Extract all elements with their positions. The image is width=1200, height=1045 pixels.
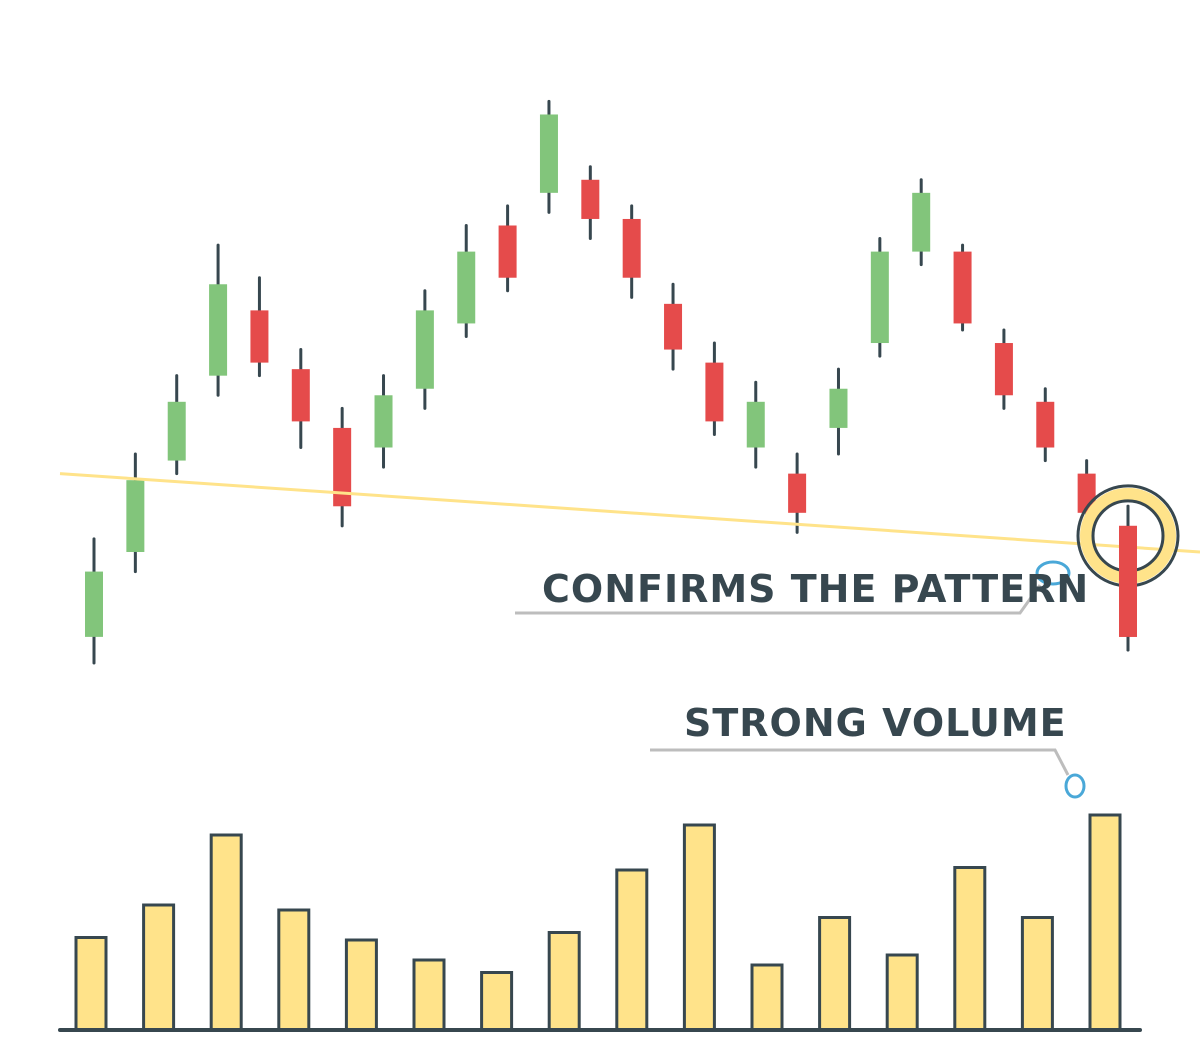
volume-bar xyxy=(615,868,649,1032)
candle-body xyxy=(705,362,724,422)
volume-bar xyxy=(682,823,716,1032)
volume-marker-dot xyxy=(1064,773,1086,799)
candle-body xyxy=(539,114,558,193)
candle-down xyxy=(498,204,517,293)
candle-body xyxy=(209,284,228,376)
candle-body xyxy=(870,251,889,344)
volume-bar xyxy=(277,908,311,1032)
candle-down xyxy=(622,204,641,299)
candle-up xyxy=(209,243,228,397)
candle-body xyxy=(953,251,972,324)
candle-body xyxy=(167,401,186,461)
volume-bar xyxy=(547,931,581,1032)
candle-down xyxy=(1036,387,1055,463)
candle-down xyxy=(333,406,352,528)
volume-bar xyxy=(953,866,987,1032)
candlestick-series xyxy=(85,99,1137,665)
volume-bars xyxy=(74,813,1122,1032)
volume-bar xyxy=(412,958,446,1032)
candle-up xyxy=(167,374,186,476)
volume-bar xyxy=(74,936,108,1032)
volume-bar xyxy=(750,963,784,1032)
candle-down xyxy=(291,348,310,450)
volume-bar xyxy=(142,903,176,1032)
volume-bar xyxy=(344,938,378,1032)
candle-up xyxy=(457,223,476,338)
candle-body xyxy=(994,343,1013,396)
confirms-leader-line xyxy=(515,584,1042,615)
candle-body xyxy=(333,427,352,507)
candle-body xyxy=(912,192,931,252)
candle-down xyxy=(994,328,1013,410)
candle-body xyxy=(85,571,103,637)
volume-bar xyxy=(1088,813,1122,1032)
candle-body xyxy=(664,303,683,350)
candle-down xyxy=(705,341,724,436)
candle-body xyxy=(829,388,848,428)
volume-leader-line xyxy=(650,748,1070,776)
candle-up xyxy=(912,178,931,267)
candle-down xyxy=(1119,504,1137,652)
candle-body xyxy=(746,401,765,448)
candle-up xyxy=(85,537,103,665)
candle-down xyxy=(581,165,600,241)
volume-bar xyxy=(480,971,514,1032)
candle-down xyxy=(250,276,269,378)
candle-body xyxy=(415,310,434,389)
candle-down xyxy=(788,452,807,534)
candle-up xyxy=(539,99,558,214)
candle-up xyxy=(374,374,393,469)
candle-body xyxy=(126,480,145,552)
volume-bar xyxy=(818,916,852,1032)
breakout-highlight xyxy=(1076,484,1180,652)
neckline xyxy=(59,472,1200,554)
candle-up xyxy=(746,380,765,469)
volume-bar xyxy=(209,833,243,1032)
annotation-confirms: CONFIRMS THE PATTERN xyxy=(515,560,1089,615)
candle-body xyxy=(374,395,393,448)
confirms-label: CONFIRMS THE PATTERN xyxy=(542,567,1089,611)
candle-body xyxy=(1119,525,1137,637)
candle-body xyxy=(581,179,600,219)
candle-body xyxy=(1036,401,1055,448)
confirms-marker-dot xyxy=(1035,560,1071,586)
candle-up xyxy=(829,367,848,456)
candle-down xyxy=(953,243,972,332)
candle-up xyxy=(126,452,145,574)
volume-bar xyxy=(1020,916,1054,1032)
candle-down xyxy=(664,282,683,371)
annotation-volume: STRONG VOLUME xyxy=(650,701,1086,799)
candle-up xyxy=(415,289,434,410)
candle-body xyxy=(291,369,310,422)
volume-label: STRONG VOLUME xyxy=(684,701,1067,745)
candle-body xyxy=(788,473,807,513)
candle-body xyxy=(622,218,641,278)
candle-body xyxy=(457,251,476,324)
volume-bar xyxy=(885,953,919,1032)
candle-body xyxy=(498,225,517,278)
candle-up xyxy=(870,237,889,358)
candle-body xyxy=(250,310,269,363)
